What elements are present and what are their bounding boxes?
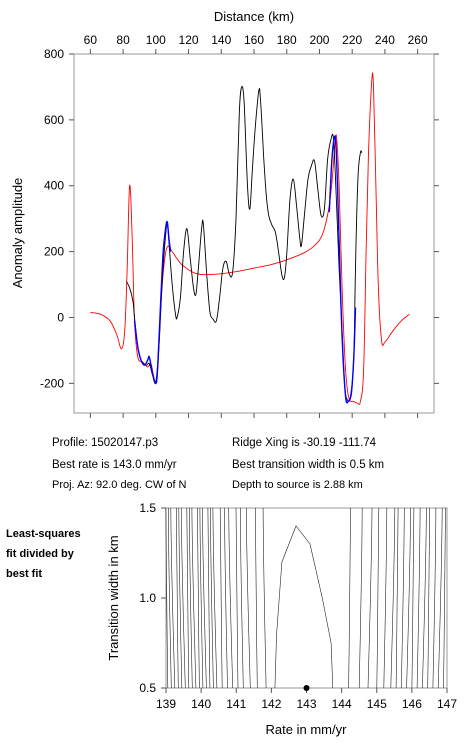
y-tick-label: 800 <box>44 47 64 61</box>
contour-line <box>240 507 244 689</box>
profile-chart: Distance (km) Anomaly amplitude 60 80 100 1… <box>10 9 439 418</box>
contour-caption-line-2: fit divided by <box>6 548 74 560</box>
contour-line-inner <box>274 525 334 689</box>
profile-x-ticks: 60 80 100 120 140 160 180 200 220 240 260 <box>84 33 428 418</box>
contour-line <box>191 507 197 689</box>
contour-line <box>255 507 258 689</box>
contour-line <box>212 507 218 689</box>
contour-y-tick-label: 1.5 <box>139 501 156 515</box>
contour-x-tick-label: 142 <box>261 697 281 711</box>
contour-x-tick-label: 146 <box>402 697 422 711</box>
x-tick-label: 220 <box>342 33 362 47</box>
contour-caption-line-3: best fit <box>6 568 43 580</box>
contour-line <box>422 507 427 689</box>
best-rate-label: Best rate is 143.0 mm/yr <box>52 459 177 471</box>
contour-line <box>228 507 233 689</box>
contour-line <box>376 507 380 689</box>
contour-line <box>176 507 179 689</box>
contour-caption-line-1: Least-squares <box>6 528 81 540</box>
contour-line <box>367 507 373 689</box>
contour-x-tick-label: 147 <box>437 697 457 711</box>
x-tick-label: 160 <box>244 33 264 47</box>
misfit-contour-chart: Rate in mm/yr Transition width in km 139… <box>106 501 457 737</box>
contour-line <box>411 507 415 689</box>
x-tick-label: 140 <box>211 33 231 47</box>
y-tick-label: 0 <box>57 310 64 324</box>
x-tick-label: 180 <box>277 33 297 47</box>
contour-line <box>262 507 267 689</box>
contour-x-tick-label: 143 <box>296 697 316 711</box>
y-tick-label: 600 <box>44 113 64 127</box>
contour-x-tick-label: 139 <box>156 697 176 711</box>
x-tick-label: 240 <box>375 33 395 47</box>
contour-line <box>406 507 411 689</box>
y-tick-label: -200 <box>40 376 64 390</box>
contour-caption: Least-squares fit divided by best fit <box>6 524 106 584</box>
contour-line <box>181 507 186 689</box>
series-line-3 <box>328 135 357 404</box>
profile-series <box>90 72 410 405</box>
contour-line <box>219 507 223 689</box>
contour-y-axis-title: Transition width in km <box>106 535 121 660</box>
contour-line <box>210 507 214 689</box>
contour-line <box>246 507 251 689</box>
profile-x-axis-title: Distance (km) <box>214 9 294 24</box>
contour-line <box>443 507 446 689</box>
contour-line <box>383 507 388 689</box>
contour-line <box>390 507 396 689</box>
contour-line <box>170 507 176 689</box>
contour-lines <box>165 507 446 689</box>
x-tick-label: 100 <box>146 33 166 47</box>
contour-x-tick-label: 141 <box>226 697 246 711</box>
contour-line <box>202 507 207 689</box>
contour-x-tick-label: 140 <box>191 697 211 711</box>
y-tick-label: 200 <box>44 245 64 259</box>
profile-label: Profile: 15020147.p3 <box>52 437 159 449</box>
contour-line <box>437 507 443 689</box>
contour-line <box>401 507 405 689</box>
x-tick-label: 200 <box>309 33 329 47</box>
contour-line <box>427 507 430 689</box>
contour-line <box>199 507 204 689</box>
contour-line <box>186 507 190 689</box>
profile-y-ticks: -200 0 200 400 600 800 <box>40 47 439 390</box>
series-line-2 <box>133 220 172 385</box>
contour-line <box>235 507 239 689</box>
best-fit-point <box>303 685 310 691</box>
contour-x-tick-label: 144 <box>332 697 352 711</box>
contour-line <box>395 507 399 689</box>
best-transition-label: Best transition width is 0.5 km <box>232 459 385 471</box>
contour-line <box>207 507 211 689</box>
contour-x-ticks: 139 140 141 142 143 144 145 146 147 <box>156 688 457 711</box>
series-line-1 <box>125 86 363 402</box>
contour-x-tick-label: 145 <box>367 697 387 711</box>
y-tick-label: 400 <box>44 179 64 193</box>
contour-y-tick-label: 1.0 <box>139 591 156 605</box>
contour-line <box>189 507 193 689</box>
contour-line <box>168 507 172 689</box>
contour-line <box>224 507 228 689</box>
contour-line <box>432 507 437 689</box>
contour-y-ticks: 0.5 1.0 1.5 <box>139 501 166 695</box>
contour-line <box>358 507 363 689</box>
contour-line <box>178 507 183 689</box>
contour-x-axis-title: Rate in mm/yr <box>266 722 348 737</box>
contour-line <box>165 507 169 689</box>
x-tick-label: 120 <box>179 33 199 47</box>
x-tick-label: 60 <box>84 33 98 47</box>
contour-y-tick-label: 0.5 <box>139 681 156 695</box>
contour-line <box>348 507 351 689</box>
x-tick-label: 80 <box>116 33 130 47</box>
projection-azimuth-label: Proj. Az: 92.0 deg. CW of N <box>52 479 187 491</box>
x-tick-label: 260 <box>408 33 428 47</box>
profile-y-axis-title: Anomaly amplitude <box>10 178 25 289</box>
series-line-0 <box>90 72 410 405</box>
depth-to-source-label: Depth to source is 2.88 km <box>232 479 363 491</box>
ridge-crossing-label: Ridge Xing is -30.19 -111.74 <box>232 437 377 449</box>
contour-line <box>416 507 421 689</box>
contour-line <box>197 507 200 689</box>
